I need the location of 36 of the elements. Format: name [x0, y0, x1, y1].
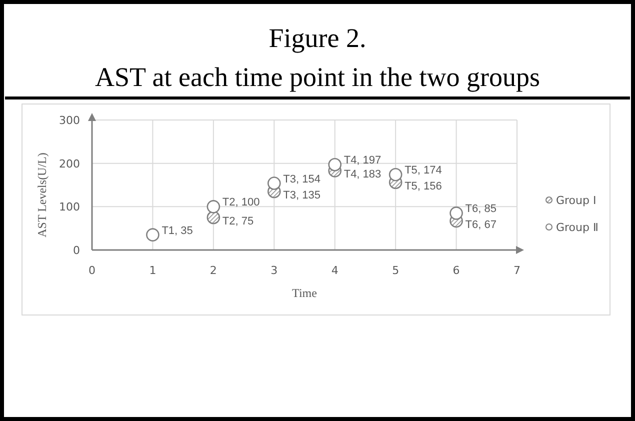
data-label: T3, 135 — [283, 190, 320, 202]
data-label: T1, 35 — [162, 224, 193, 237]
x-tick-label: 4 — [331, 264, 338, 277]
data-label: T3, 154 — [283, 173, 320, 186]
data-label: T5, 156 — [404, 180, 442, 192]
data-label: T2, 100 — [222, 196, 260, 209]
x-tick-label: 3 — [270, 264, 278, 277]
point — [206, 210, 220, 224]
y-tick-label: 0 — [73, 244, 80, 257]
y-axis-title: AST Levels(U/L) — [35, 152, 49, 238]
x-axis-title: Time — [292, 286, 317, 300]
point — [388, 168, 402, 182]
data-label: T6, 67 — [465, 218, 496, 231]
x-tick-label: 2 — [210, 264, 217, 277]
y-tick-label: 200 — [59, 157, 80, 170]
x-tick-label: 5 — [392, 264, 400, 277]
chart-subtitle: AST at each time point in the two groups — [95, 62, 540, 92]
x-tick-label: 6 — [452, 264, 460, 277]
data-label: T6, 85 — [465, 203, 496, 216]
data-label: T4, 197 — [344, 154, 382, 167]
point — [146, 228, 160, 242]
chart-title: Figure 2. — [268, 23, 366, 53]
point — [328, 158, 342, 172]
x-tick-label: 7 — [514, 264, 520, 277]
y-tick-label: 100 — [59, 200, 80, 214]
data-label: T4, 183 — [344, 168, 382, 181]
x-tick-label: 1 — [149, 264, 156, 277]
point — [267, 176, 281, 190]
data-label: T2, 75 — [222, 216, 254, 228]
data-label: T5, 174 — [404, 164, 442, 177]
x-tick-label: 0 — [88, 264, 96, 277]
point — [450, 206, 463, 220]
legend-label: Group Ⅰ — [556, 194, 596, 207]
legend-label: Group Ⅱ — [556, 221, 598, 234]
y-tick-label: 300 — [59, 114, 80, 127]
point — [206, 200, 220, 214]
